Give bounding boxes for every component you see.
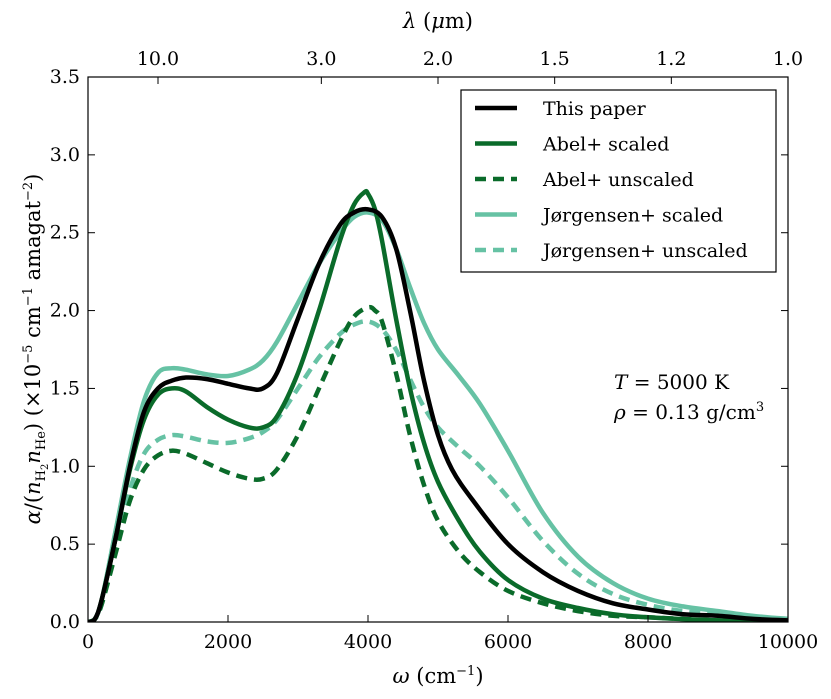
y-tick-label: 2.0 xyxy=(50,300,80,322)
y-tick-label: 0.0 xyxy=(50,611,80,633)
series-line-abel-scaled xyxy=(88,188,788,622)
legend-label: This paper xyxy=(543,98,647,120)
legend-label: Abel+ scaled xyxy=(542,134,669,156)
y-tick-label: 1.0 xyxy=(50,455,80,477)
legend-label: Jørgensen+ scaled xyxy=(541,205,723,227)
series-line-j-rgensen-scaled xyxy=(88,210,788,622)
y-axis-title: α/(nH2nHe) (×10−5 cm−1 amagat−2) xyxy=(21,174,51,525)
legend: This paper Abel+ scaled Abel+ unscaled Jørg… xyxy=(460,89,777,273)
top-tick-label: 3.0 xyxy=(306,48,336,70)
top-tick-label: 1.2 xyxy=(656,48,686,70)
x-axis-title: ω (cm−1) xyxy=(392,664,483,688)
x-tick-label: 2000 xyxy=(204,631,252,653)
legend-label: Abel+ unscaled xyxy=(542,169,694,191)
x-tick-label: 6000 xyxy=(484,631,532,653)
annotation: T = 5000 K ρ = 0.13 g/cm3 xyxy=(613,370,764,424)
series-line-this-paper xyxy=(88,206,788,622)
annotation-temperature: T = 5000 K xyxy=(614,370,730,394)
legend-label: Jørgensen+ unscaled xyxy=(541,240,748,262)
series-line-abel-unscaled xyxy=(88,304,788,622)
top-axis-title: λ (μm) xyxy=(402,9,473,33)
x-tick-label: 4000 xyxy=(344,631,392,653)
top-tick-label: 1.5 xyxy=(540,48,570,70)
y-tick-label: 3.5 xyxy=(50,66,80,88)
x-tick-label: 0 xyxy=(82,631,94,653)
y-tick-label: 1.5 xyxy=(50,377,80,399)
top-tick-label: 1.0 xyxy=(773,48,803,70)
x-tick-label: 10000 xyxy=(758,631,818,653)
annotation-density: ρ = 0.13 g/cm3 xyxy=(613,400,764,424)
top-tick-label: 10.0 xyxy=(137,48,179,70)
y-tick-label: 0.5 xyxy=(50,533,80,555)
y-tick-label: 2.5 xyxy=(50,222,80,244)
x-tick-label: 8000 xyxy=(624,631,672,653)
top-tick-label: 2.0 xyxy=(423,48,453,70)
series-line-j-rgensen-unscaled xyxy=(88,319,788,622)
y-tick-label: 3.0 xyxy=(50,144,80,166)
